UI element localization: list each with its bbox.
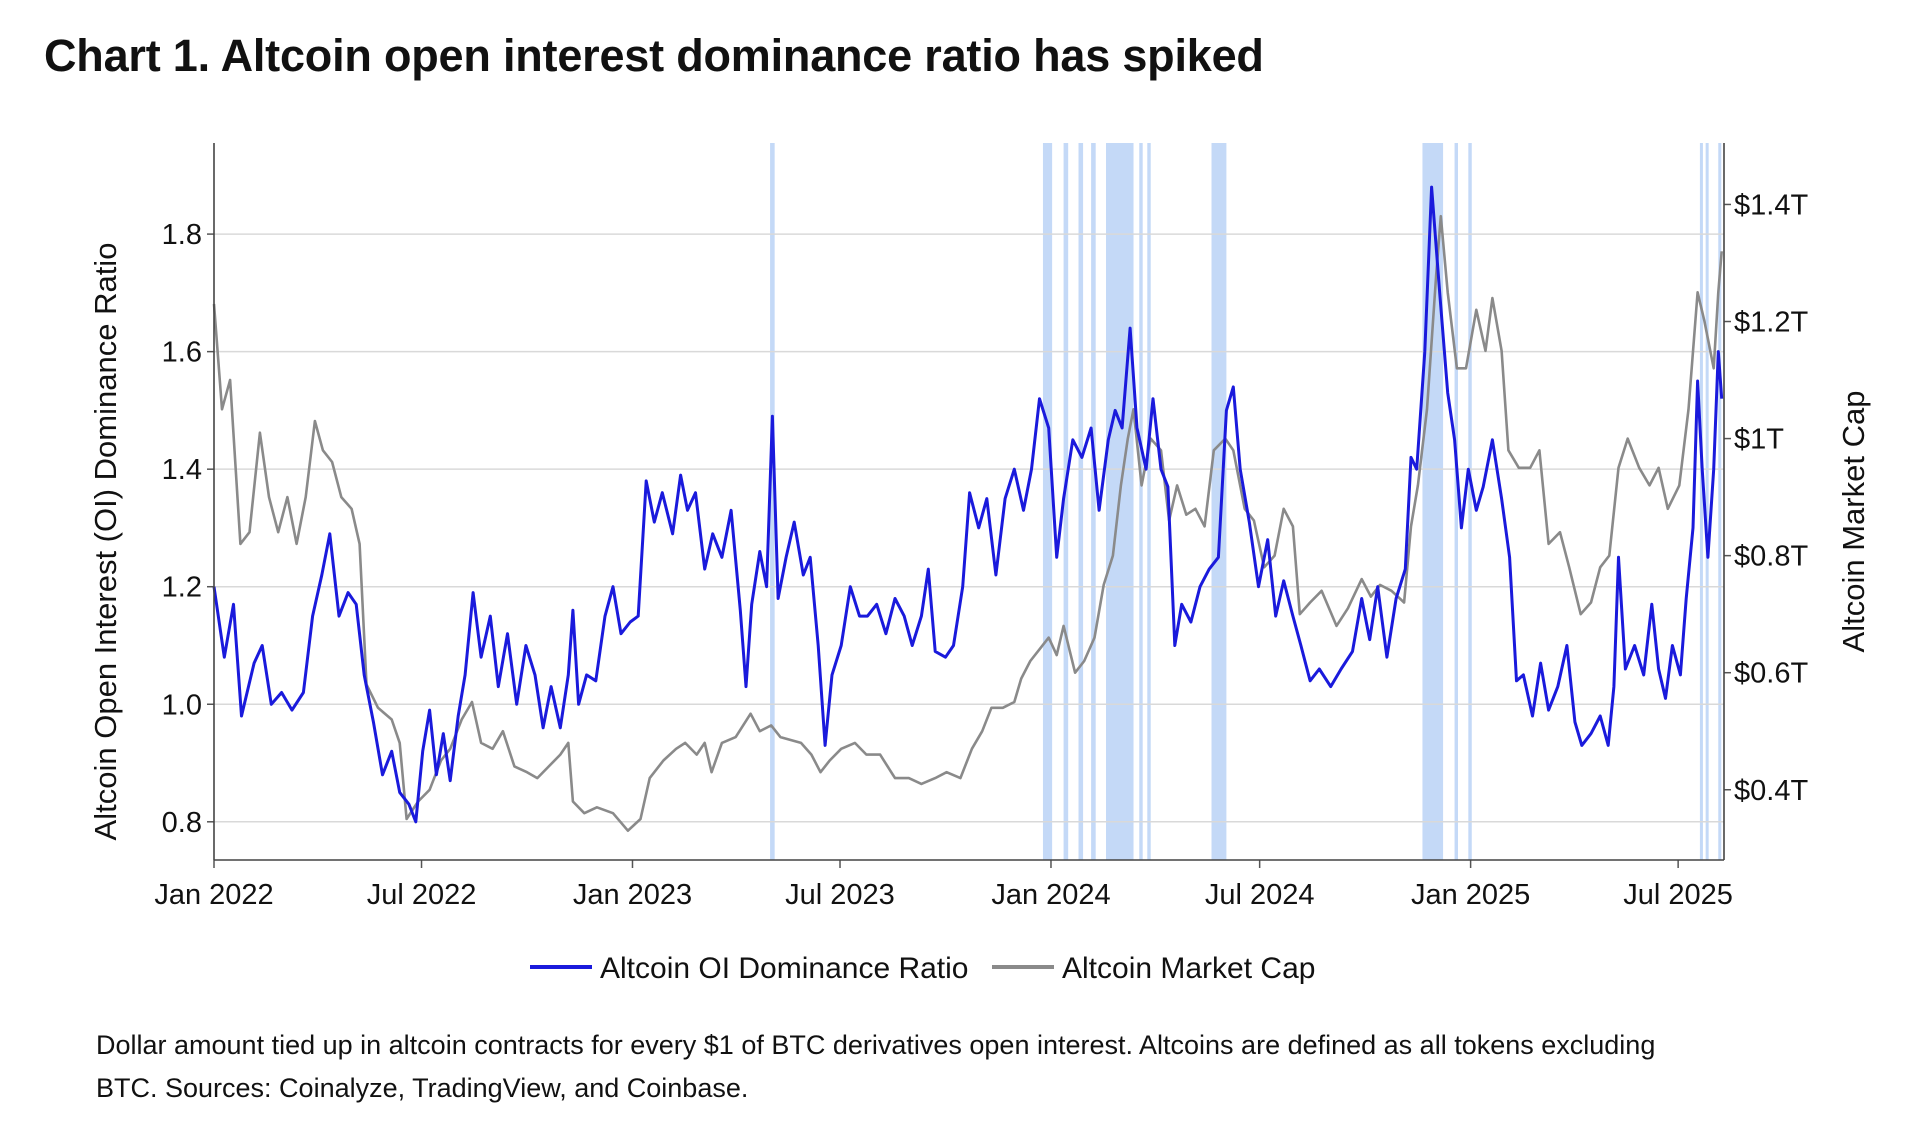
- highlight-band: [1211, 143, 1227, 860]
- grid-lines: [214, 233, 1724, 823]
- axes: 0.8 1.0 1.2 1.4 1.6 1.8 $0.4T $0.6T $0.8T $1T $1.2…: [88, 143, 1871, 911]
- chart-title: Chart 1. Altcoin open interest dominance…: [44, 30, 1264, 81]
- x-tick-label: Jul 2025: [1623, 879, 1733, 911]
- y-left-tick-label: 1.2: [162, 572, 202, 604]
- y-right-tick-label: $1T: [1734, 424, 1784, 456]
- y-left-tick-label: 1.6: [162, 337, 202, 369]
- highlight-band: [1139, 143, 1143, 860]
- highlight-band: [1042, 143, 1053, 860]
- highlight-band: [1147, 143, 1151, 860]
- y-left-tick-label: 1.0: [162, 689, 202, 721]
- y-right-tick-label: $0.8T: [1734, 541, 1808, 573]
- y-left-tick-label: 1.4: [162, 454, 202, 486]
- x-tick-label: Jul 2024: [1205, 879, 1315, 911]
- y-right-tick-label: $0.4T: [1734, 775, 1808, 807]
- x-tick-label: Jan 2022: [154, 879, 273, 911]
- highlight-band: [770, 143, 775, 860]
- legend-label-market-cap: Altcoin Market Cap: [1062, 952, 1315, 985]
- legend-label-oi-dominance: Altcoin OI Dominance Ratio: [600, 952, 969, 985]
- highlight-band: [1705, 143, 1709, 860]
- y-left-tick-label: 1.8: [162, 219, 202, 251]
- y-left-axis-title: Altcoin Open Interest (OI) Dominance Rat…: [88, 243, 123, 841]
- highlight-band: [1078, 143, 1084, 860]
- highlight-band: [1454, 143, 1459, 860]
- y-right-axis-title: Altcoin Market Cap: [1836, 391, 1871, 653]
- highlight-bands: [770, 143, 1722, 860]
- x-tick-label: Jul 2023: [785, 879, 895, 911]
- highlight-band: [1718, 143, 1722, 860]
- highlight-band: [1699, 143, 1703, 860]
- highlight-band: [1063, 143, 1069, 860]
- highlight-band: [1468, 143, 1472, 860]
- chart-caption: Dollar amount tied up in altcoin contrac…: [96, 1030, 1656, 1103]
- x-tick-label: Jan 2024: [991, 879, 1110, 911]
- series-line-altcoin-market-cap: [212, 214, 1723, 832]
- x-tick-label: Jan 2025: [1411, 879, 1530, 911]
- x-tick-label: Jul 2022: [367, 879, 477, 911]
- y-right-tick-label: $1.2T: [1734, 307, 1808, 339]
- y-right-tick-label: $0.6T: [1734, 658, 1808, 690]
- x-tick-label: Jan 2023: [573, 879, 692, 911]
- y-left-tick-label: 0.8: [162, 807, 202, 839]
- series-layer: [212, 185, 1724, 832]
- highlight-band: [1422, 143, 1444, 860]
- legend: Altcoin OI Dominance Ratio Altcoin Market…: [530, 952, 1315, 985]
- highlight-band: [1091, 143, 1096, 860]
- y-right-tick-label: $1.4T: [1734, 189, 1808, 221]
- series-line-altcoin-oi-dominance: [212, 185, 1724, 824]
